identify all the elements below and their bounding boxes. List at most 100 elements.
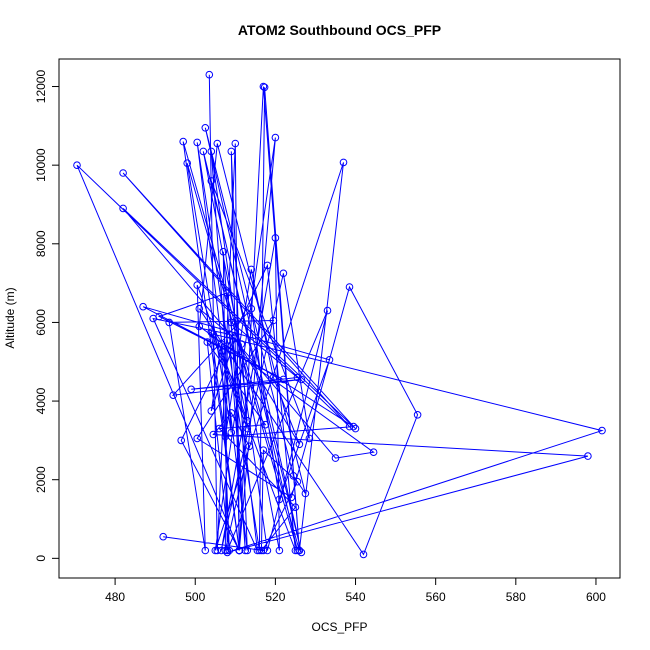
y-tick-label: 10000 <box>34 148 48 182</box>
y-tick-label: 4000 <box>34 387 48 414</box>
data-point <box>261 420 270 429</box>
data-point <box>235 546 244 555</box>
data-point <box>359 550 368 559</box>
data-point <box>227 428 236 437</box>
data-point <box>293 477 302 486</box>
data-point <box>225 330 234 339</box>
data-point <box>213 139 222 148</box>
data-point <box>231 139 240 148</box>
data-point <box>289 472 298 480</box>
data-point <box>259 82 268 91</box>
x-tick-label: 560 <box>426 590 446 604</box>
data-point <box>351 424 360 433</box>
data-point <box>287 493 296 502</box>
data-point <box>245 442 254 451</box>
data-point <box>195 304 204 313</box>
data-point <box>219 247 228 256</box>
data-point <box>253 546 262 555</box>
data-point <box>149 314 157 323</box>
data-point <box>193 138 201 147</box>
data-point <box>193 281 201 289</box>
data-point <box>169 391 177 400</box>
data-point <box>195 322 204 331</box>
data-point <box>187 385 195 394</box>
data-point <box>205 70 214 79</box>
data-point <box>221 546 230 555</box>
data-point <box>291 503 300 512</box>
data-point <box>243 546 252 555</box>
y-tick-label: 12000 <box>34 70 48 104</box>
data-point <box>207 328 216 337</box>
data-point <box>305 434 314 443</box>
x-axis: 480 500 520 540 560 580 600 <box>105 578 606 604</box>
data-point <box>271 234 280 242</box>
data-point <box>263 261 272 270</box>
data-point <box>237 340 246 348</box>
data-point <box>223 289 232 297</box>
data-point <box>293 546 302 555</box>
x-axis-label: OCS_PFP <box>311 620 367 634</box>
data-point <box>179 137 187 146</box>
data-point <box>73 161 81 169</box>
data-point <box>177 436 185 445</box>
data-point <box>279 375 288 384</box>
data-point <box>231 334 240 343</box>
y-axis: 0 2000 4000 6000 8000 10000 12000 <box>34 70 59 562</box>
data-point <box>297 375 306 384</box>
data-point <box>339 158 348 167</box>
data-point <box>227 318 236 327</box>
data-point <box>255 546 264 555</box>
data-point <box>279 269 288 278</box>
y-tick-label: 0 <box>34 555 48 562</box>
data-point <box>193 434 201 443</box>
data-point <box>293 373 302 382</box>
data-point <box>227 147 236 156</box>
data-point <box>243 424 252 433</box>
data-point <box>119 169 127 177</box>
data-point <box>211 546 220 555</box>
data-point <box>257 546 266 555</box>
data-point <box>295 440 304 449</box>
y-tick-label: 2000 <box>34 466 48 493</box>
data-point <box>301 489 310 498</box>
x-tick-label: 480 <box>105 590 125 604</box>
y-tick-label: 8000 <box>34 230 48 257</box>
series-line <box>76 74 604 556</box>
data-point <box>139 302 147 311</box>
data-point <box>225 546 234 555</box>
data-point <box>227 409 236 417</box>
data-point <box>199 147 208 156</box>
data-point <box>295 546 304 555</box>
data-point <box>183 159 191 167</box>
data-point <box>259 546 268 555</box>
x-tick-label: 600 <box>586 590 606 604</box>
data-point <box>209 330 218 339</box>
data-point <box>207 147 216 156</box>
data-point <box>207 407 216 415</box>
chart-title: ATOM2 Southbound OCS_PFP <box>238 22 441 38</box>
series-layer <box>73 70 606 559</box>
data-point <box>165 318 173 327</box>
data-point <box>325 356 334 364</box>
data-point <box>259 446 268 455</box>
data-point <box>271 133 280 142</box>
data-point <box>159 532 167 541</box>
data-point <box>207 177 216 185</box>
data-point <box>323 306 332 315</box>
data-point <box>213 546 222 555</box>
plot-frame <box>58 58 621 579</box>
data-point <box>413 411 422 419</box>
y-tick-label: 6000 <box>34 309 48 336</box>
data-point <box>345 283 354 291</box>
data-point <box>217 340 226 348</box>
data-point <box>243 416 252 425</box>
data-point <box>369 448 378 457</box>
data-point <box>221 432 230 441</box>
data-point <box>275 546 284 555</box>
data-point <box>215 424 224 433</box>
data-point <box>119 204 127 213</box>
data-point <box>260 83 269 92</box>
data-point <box>349 422 358 431</box>
x-tick-label: 520 <box>265 590 285 604</box>
